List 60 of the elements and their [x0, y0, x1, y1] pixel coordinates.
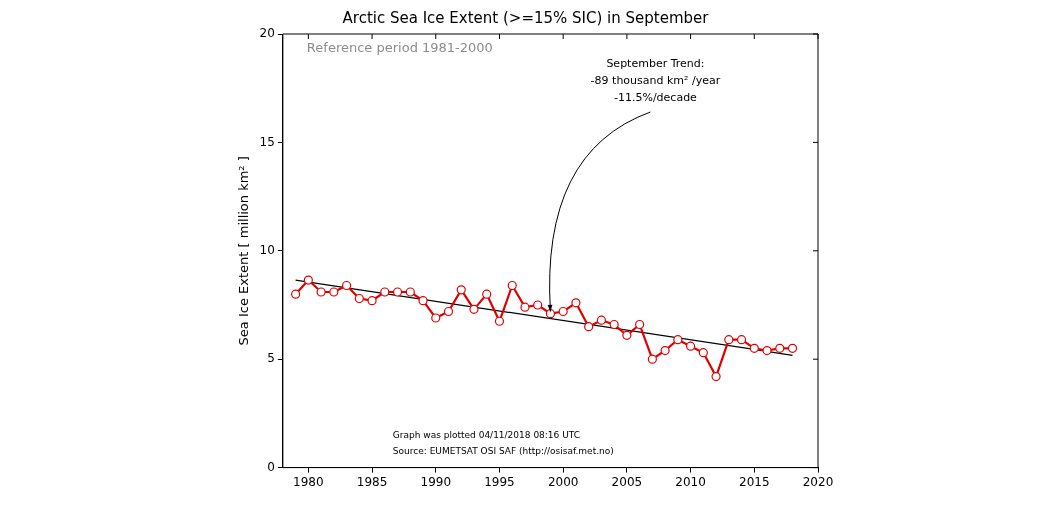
x-tick-label: 1990: [420, 474, 452, 489]
annotation: Reference period 1981-2000: [306, 39, 493, 55]
point: [736, 335, 747, 345]
x-tick-label: 2010: [675, 474, 706, 489]
x-tick-label: 1980: [293, 474, 324, 489]
point: [392, 287, 403, 297]
point: [405, 287, 415, 297]
point: [698, 348, 708, 358]
point: [711, 371, 721, 382]
annotation: Graph was plotted 04/11/2018 08:16 UTC: [392, 429, 581, 440]
point: [380, 287, 390, 297]
x-tick-label: 2005: [611, 474, 643, 489]
y-tick-label: 15: [259, 134, 275, 149]
point: [660, 345, 670, 356]
point: [494, 316, 505, 326]
x-tick-label: 2015: [739, 474, 770, 489]
point: [762, 345, 772, 356]
point: [329, 287, 339, 297]
point: [635, 319, 645, 330]
point: [685, 341, 696, 351]
y-tick-label: 10: [259, 242, 275, 257]
point: [533, 300, 543, 310]
y-axis-title: Sea Ice Extent [ million km² ]: [236, 156, 252, 346]
point: [622, 330, 632, 340]
point: [545, 309, 556, 319]
point: [303, 275, 313, 285]
point: [456, 285, 466, 295]
y-tick-label: 5: [267, 351, 275, 366]
point: [520, 302, 530, 312]
point: [787, 343, 798, 353]
annotation: September Trend: -89 thousand km² /year -11.5%/decade: [590, 57, 721, 105]
point: [418, 296, 428, 306]
y-tick-label: 20: [259, 26, 275, 41]
point: [647, 354, 657, 364]
point: [443, 306, 454, 317]
y-tick-label: 0: [267, 459, 275, 474]
point: [482, 289, 492, 299]
point: [354, 293, 364, 304]
point: [749, 343, 759, 353]
point: [367, 296, 377, 306]
point: [609, 319, 619, 330]
point: [775, 343, 785, 353]
point: [673, 335, 683, 345]
annotation: Source: EUMETSAT OSI SAF (http://osisaf.met.no): [392, 445, 614, 456]
x-tick-label: 2000: [547, 474, 579, 489]
point: [316, 287, 326, 297]
point: [431, 313, 441, 323]
x-tick-label: 1985: [356, 474, 388, 489]
point: [507, 280, 517, 291]
point: [291, 289, 301, 299]
chart-title: Arctic Sea Ice Extent (>=15% SIC) in September: [342, 8, 710, 27]
x-tick-label: 2020: [802, 474, 834, 489]
x-tick-label: 1995: [484, 474, 515, 489]
point: [724, 335, 734, 345]
point: [571, 298, 581, 308]
point: [596, 315, 606, 325]
point: [341, 280, 352, 291]
point: [469, 304, 479, 314]
point: [558, 306, 568, 317]
point: [584, 322, 594, 332]
